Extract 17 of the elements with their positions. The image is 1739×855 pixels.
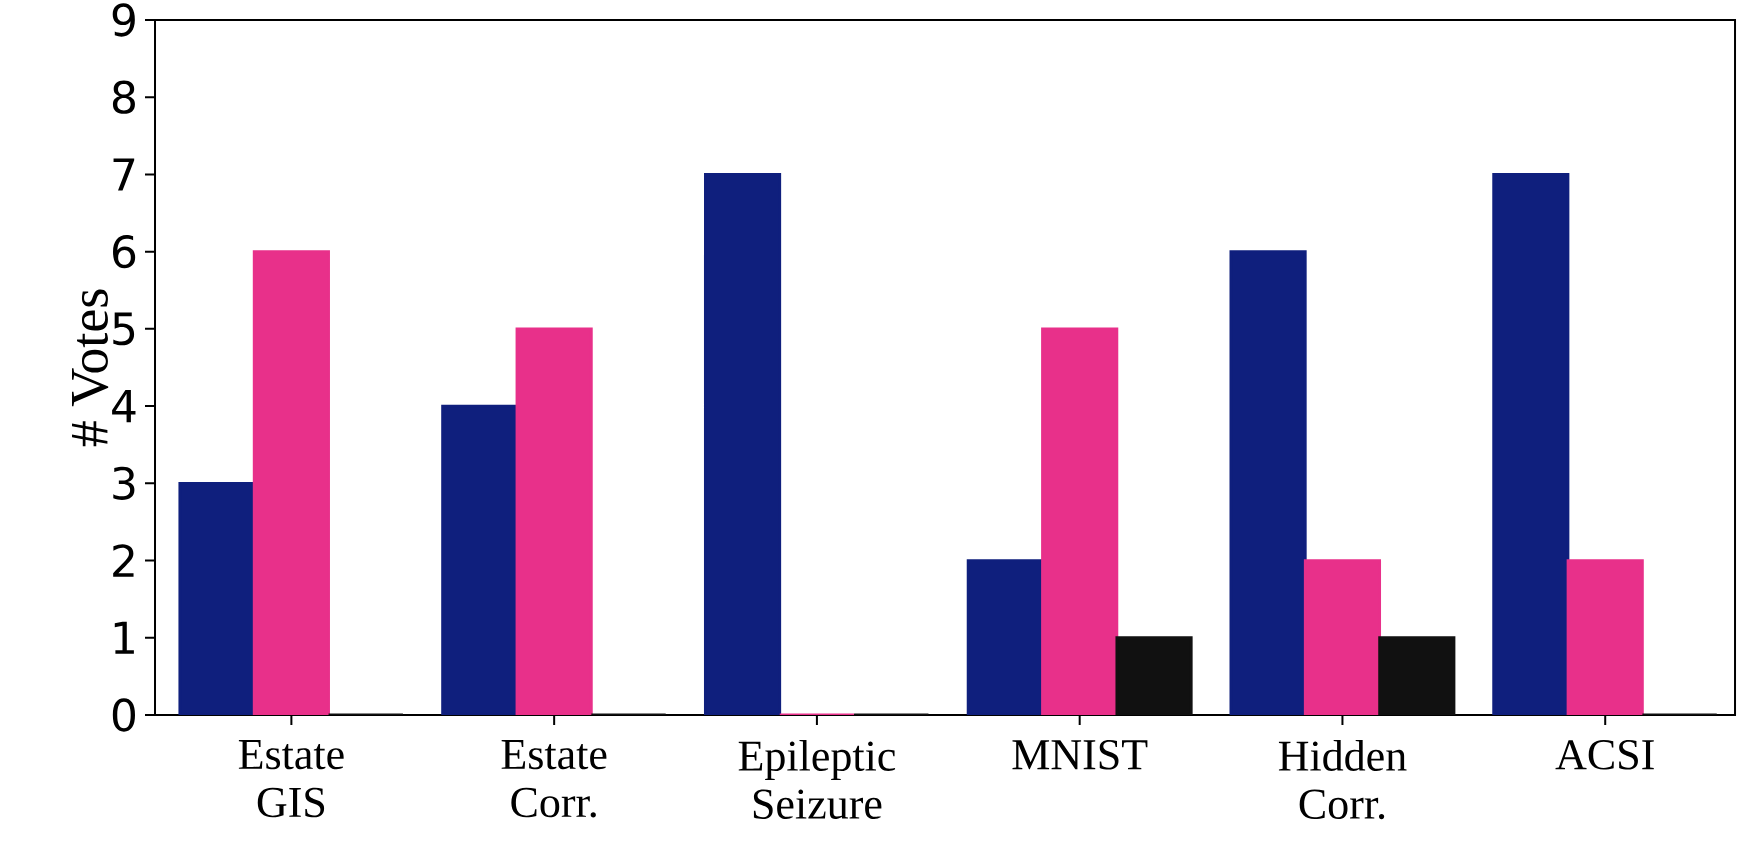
- y-tick-label: 2: [113, 544, 134, 577]
- x-tick-label: MNIST: [1012, 740, 1148, 770]
- y-tick-label: 8: [112, 80, 135, 114]
- x-tick-label: Hidden Corr.: [1278, 740, 1407, 820]
- y-tick-label: 5: [113, 312, 135, 346]
- x-tick-label: Estate GIS: [238, 740, 344, 818]
- y-tick-label: 6: [113, 235, 136, 269]
- x-tick-label: Epileptic Seizure: [738, 740, 896, 820]
- x-tick-label: Estate Corr.: [501, 740, 607, 818]
- y-tick-label: 4: [112, 390, 136, 423]
- y-tick-label: 9: [112, 3, 135, 37]
- x-tick-label: ACSI: [1555, 740, 1654, 770]
- y-axis-title: # Votes: [72, 289, 109, 447]
- y-tick-label: 1: [114, 621, 134, 654]
- y-tick-label: 3: [113, 466, 135, 500]
- y-tick-label: 7: [113, 158, 135, 191]
- y-tick-label: 0: [112, 698, 136, 732]
